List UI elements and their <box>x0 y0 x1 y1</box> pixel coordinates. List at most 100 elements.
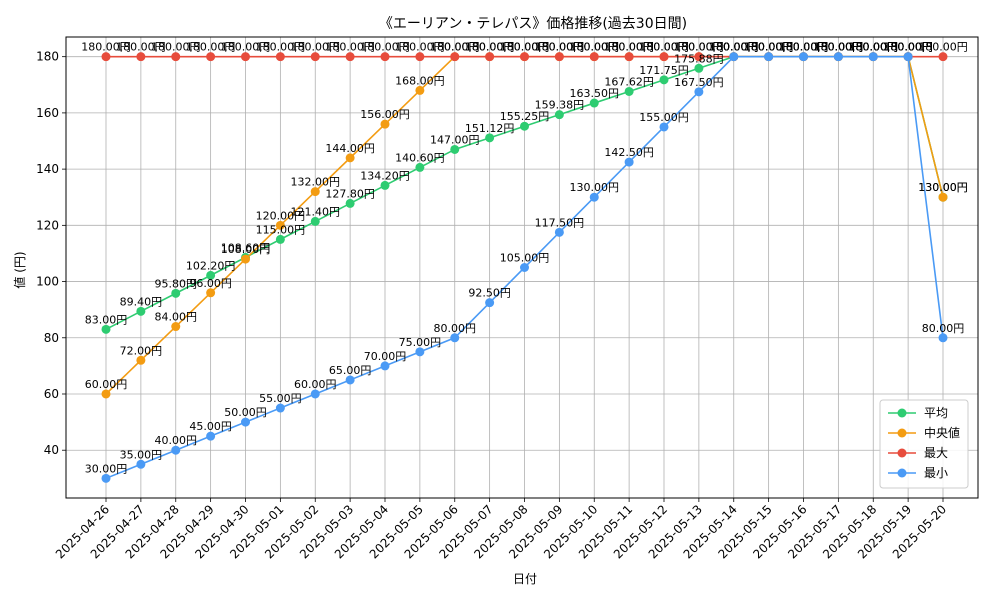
data-point <box>694 52 704 62</box>
data-label: 180.00円 <box>81 41 131 54</box>
data-label: 180.00円 <box>256 41 306 54</box>
legend-label: 平均 <box>924 406 948 420</box>
data-point <box>310 389 320 399</box>
data-label: 60.00円 <box>294 378 337 391</box>
data-point <box>694 63 704 73</box>
data-point <box>764 52 774 62</box>
data-point <box>415 85 425 95</box>
data-label: 180.00円 <box>744 41 794 54</box>
plot-frame <box>65 36 979 499</box>
data-label: 30.00円 <box>85 462 128 475</box>
y-tick-label: 140 <box>36 162 59 176</box>
y-tick-label: 40 <box>44 443 59 457</box>
series-4 <box>101 52 948 483</box>
data-label: 180.00円 <box>570 41 620 54</box>
data-label: 171.75円 <box>639 64 689 77</box>
data-label: 117.50円 <box>535 216 585 229</box>
data-label: 180.00円 <box>151 41 201 54</box>
data-point <box>310 216 320 226</box>
data-point <box>345 52 355 62</box>
data-label: 180.00円 <box>814 41 864 54</box>
data-label: 180.00円 <box>814 41 864 54</box>
data-point <box>833 52 843 62</box>
data-label: 180.00円 <box>709 41 759 54</box>
data-point <box>624 86 634 96</box>
y-tick-label: 100 <box>36 275 59 289</box>
data-label: 130.00円 <box>918 181 968 194</box>
data-label: 92.50円 <box>468 287 511 300</box>
data-label: 180.00円 <box>465 41 515 54</box>
data-point <box>659 122 669 132</box>
data-point <box>345 198 355 208</box>
data-label: 84.00円 <box>155 311 198 324</box>
data-point <box>136 459 146 469</box>
data-point <box>938 333 948 343</box>
data-point <box>275 403 285 413</box>
data-point <box>589 98 599 108</box>
data-point <box>171 445 181 455</box>
legend-item: 最小 <box>888 466 948 480</box>
data-label: 180.00円 <box>674 41 724 54</box>
data-point <box>520 263 529 272</box>
data-label: 130.00円 <box>918 181 968 194</box>
data-label: 180.00円 <box>849 41 899 54</box>
data-label: 60.00円 <box>85 378 128 391</box>
data-point <box>799 52 808 62</box>
y-tick-label: 80 <box>44 331 59 345</box>
data-label: 180.00円 <box>814 41 864 54</box>
data-label: 180.00円 <box>604 41 654 54</box>
chart-title: 《エーリアン・テレパス》価格推移(過去30日間) <box>379 16 687 32</box>
data-point <box>415 52 425 62</box>
data-label: 95.80円 <box>155 277 198 290</box>
data-label: 45.00円 <box>189 420 232 433</box>
data-point <box>415 347 425 357</box>
data-label: 168.00円 <box>395 74 445 87</box>
data-label: 127.80円 <box>325 187 375 200</box>
data-point <box>589 192 599 202</box>
data-point <box>450 333 460 343</box>
data-label: 142.50円 <box>604 146 654 159</box>
data-point <box>485 133 495 143</box>
data-point <box>554 110 564 120</box>
legend-item: 中央値 <box>888 425 960 440</box>
data-point <box>485 52 495 62</box>
data-point <box>380 180 390 190</box>
data-label: 155.25円 <box>500 110 550 123</box>
data-label: 180.00円 <box>674 41 724 54</box>
data-point <box>415 162 425 172</box>
data-point <box>101 324 111 334</box>
data-label: 167.62円 <box>604 75 654 88</box>
data-label: 144.00円 <box>325 142 375 155</box>
data-point <box>694 87 704 97</box>
data-label: 180.00円 <box>325 41 375 54</box>
data-label: 180.00円 <box>500 41 550 54</box>
data-label: 167.50円 <box>674 76 724 89</box>
data-label: 120.00円 <box>256 209 306 222</box>
data-label: 180.00円 <box>395 41 445 54</box>
data-point <box>206 270 216 280</box>
data-point <box>275 234 285 244</box>
data-label: 75.00円 <box>399 336 442 349</box>
data-label: 180.00円 <box>779 41 829 54</box>
legend-swatch-marker <box>897 468 907 478</box>
data-point <box>345 153 355 163</box>
data-label: 180.00円 <box>221 41 271 54</box>
data-label: 180.00円 <box>430 41 480 54</box>
data-label: 180.00円 <box>535 41 585 54</box>
data-label: 35.00円 <box>120 448 163 461</box>
data-label: 96.00円 <box>189 277 232 290</box>
data-label: 140.60円 <box>395 151 445 164</box>
data-label: 180.00円 <box>709 41 759 54</box>
data-label: 180.00円 <box>116 41 166 54</box>
data-point <box>171 322 181 332</box>
data-point <box>171 52 181 62</box>
data-point <box>624 157 634 167</box>
data-label: 180.00円 <box>883 41 933 54</box>
data-label: 180.00円 <box>604 41 654 54</box>
data-point <box>136 355 146 365</box>
legend-swatch-marker <box>897 408 907 418</box>
data-label: 180.00円 <box>849 41 899 54</box>
legend-swatch-marker <box>897 448 907 458</box>
data-point <box>450 52 460 62</box>
data-label: 163.50円 <box>570 87 620 100</box>
